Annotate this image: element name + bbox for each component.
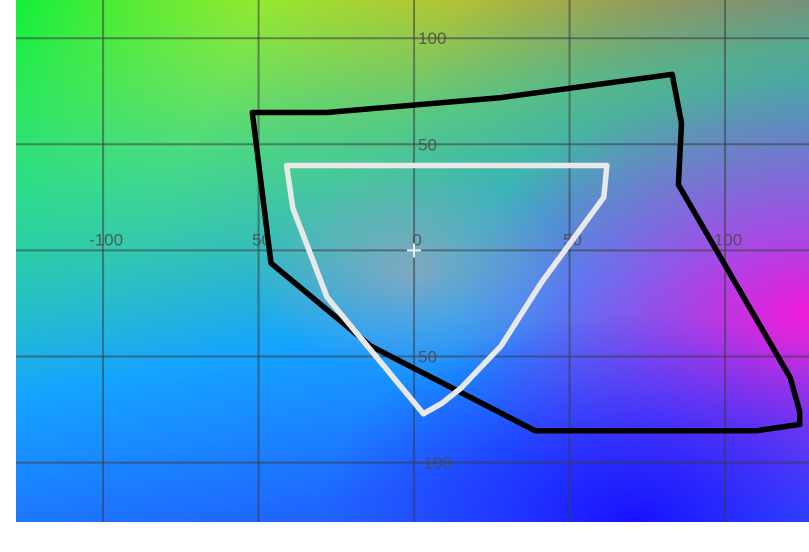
y-tick-label: 50 — [418, 347, 437, 366]
y-tick-label: 50 — [418, 135, 437, 154]
series-line-2 — [283, 162, 610, 417]
x-tick-label: 100 — [714, 230, 742, 249]
x-tick-label: -100 — [89, 230, 123, 249]
gamut-outlines — [249, 71, 803, 434]
y-tick-label: -100 — [418, 454, 452, 473]
y-tick-label: 100 — [418, 29, 446, 48]
x-tick-label: 0 — [412, 230, 421, 249]
series-line-1 — [249, 71, 803, 434]
color-plane-background — [16, 0, 809, 522]
